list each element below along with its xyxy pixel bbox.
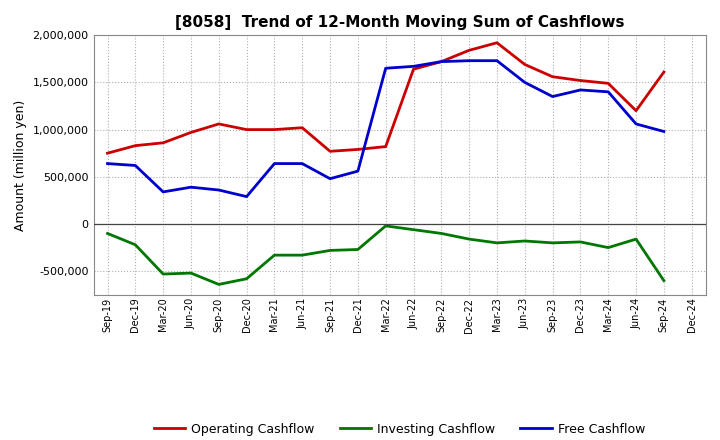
Investing Cashflow xyxy=(631,236,640,242)
Investing Cashflow xyxy=(354,247,362,252)
Investing Cashflow xyxy=(298,253,307,258)
Line: Investing Cashflow: Investing Cashflow xyxy=(107,226,664,284)
Legend: Operating Cashflow, Investing Cashflow, Free Cashflow: Operating Cashflow, Investing Cashflow, … xyxy=(149,418,650,440)
Operating Cashflow xyxy=(298,125,307,130)
Operating Cashflow xyxy=(492,40,501,45)
Operating Cashflow xyxy=(215,121,223,127)
Investing Cashflow xyxy=(242,276,251,282)
Free Cashflow xyxy=(215,187,223,193)
Investing Cashflow xyxy=(492,240,501,246)
Investing Cashflow xyxy=(549,240,557,246)
Free Cashflow xyxy=(549,94,557,99)
Free Cashflow xyxy=(631,121,640,127)
Free Cashflow xyxy=(382,66,390,71)
Investing Cashflow xyxy=(215,282,223,287)
Free Cashflow xyxy=(521,80,529,85)
Free Cashflow xyxy=(103,161,112,166)
Free Cashflow xyxy=(604,89,613,95)
Operating Cashflow xyxy=(576,78,585,83)
Free Cashflow xyxy=(576,87,585,92)
Free Cashflow xyxy=(131,163,140,168)
Investing Cashflow xyxy=(521,238,529,244)
Line: Operating Cashflow: Operating Cashflow xyxy=(107,43,664,153)
Free Cashflow xyxy=(242,194,251,199)
Line: Free Cashflow: Free Cashflow xyxy=(107,61,664,197)
Free Cashflow xyxy=(159,189,168,194)
Operating Cashflow xyxy=(465,48,474,53)
Investing Cashflow xyxy=(382,223,390,228)
Operating Cashflow xyxy=(660,70,668,75)
Investing Cashflow xyxy=(270,253,279,258)
Y-axis label: Amount (million yen): Amount (million yen) xyxy=(14,99,27,231)
Investing Cashflow xyxy=(660,278,668,283)
Free Cashflow xyxy=(409,64,418,69)
Operating Cashflow xyxy=(159,140,168,146)
Operating Cashflow xyxy=(131,143,140,148)
Operating Cashflow xyxy=(437,59,446,64)
Operating Cashflow xyxy=(325,149,334,154)
Operating Cashflow xyxy=(242,127,251,132)
Operating Cashflow xyxy=(186,130,195,135)
Free Cashflow xyxy=(492,58,501,63)
Free Cashflow xyxy=(270,161,279,166)
Investing Cashflow xyxy=(131,242,140,247)
Investing Cashflow xyxy=(465,236,474,242)
Investing Cashflow xyxy=(325,248,334,253)
Operating Cashflow xyxy=(549,74,557,79)
Operating Cashflow xyxy=(270,127,279,132)
Free Cashflow xyxy=(660,129,668,134)
Title: [8058]  Trend of 12-Month Moving Sum of Cashflows: [8058] Trend of 12-Month Moving Sum of C… xyxy=(175,15,624,30)
Operating Cashflow xyxy=(103,150,112,156)
Free Cashflow xyxy=(354,169,362,174)
Investing Cashflow xyxy=(186,271,195,276)
Operating Cashflow xyxy=(521,62,529,67)
Investing Cashflow xyxy=(604,245,613,250)
Free Cashflow xyxy=(186,184,195,190)
Operating Cashflow xyxy=(354,147,362,152)
Investing Cashflow xyxy=(576,239,585,245)
Free Cashflow xyxy=(298,161,307,166)
Investing Cashflow xyxy=(409,227,418,232)
Operating Cashflow xyxy=(604,81,613,86)
Free Cashflow xyxy=(325,176,334,181)
Investing Cashflow xyxy=(437,231,446,236)
Operating Cashflow xyxy=(382,144,390,149)
Free Cashflow xyxy=(465,58,474,63)
Investing Cashflow xyxy=(159,271,168,277)
Operating Cashflow xyxy=(409,66,418,72)
Operating Cashflow xyxy=(631,108,640,114)
Free Cashflow xyxy=(437,59,446,64)
Investing Cashflow xyxy=(103,231,112,236)
